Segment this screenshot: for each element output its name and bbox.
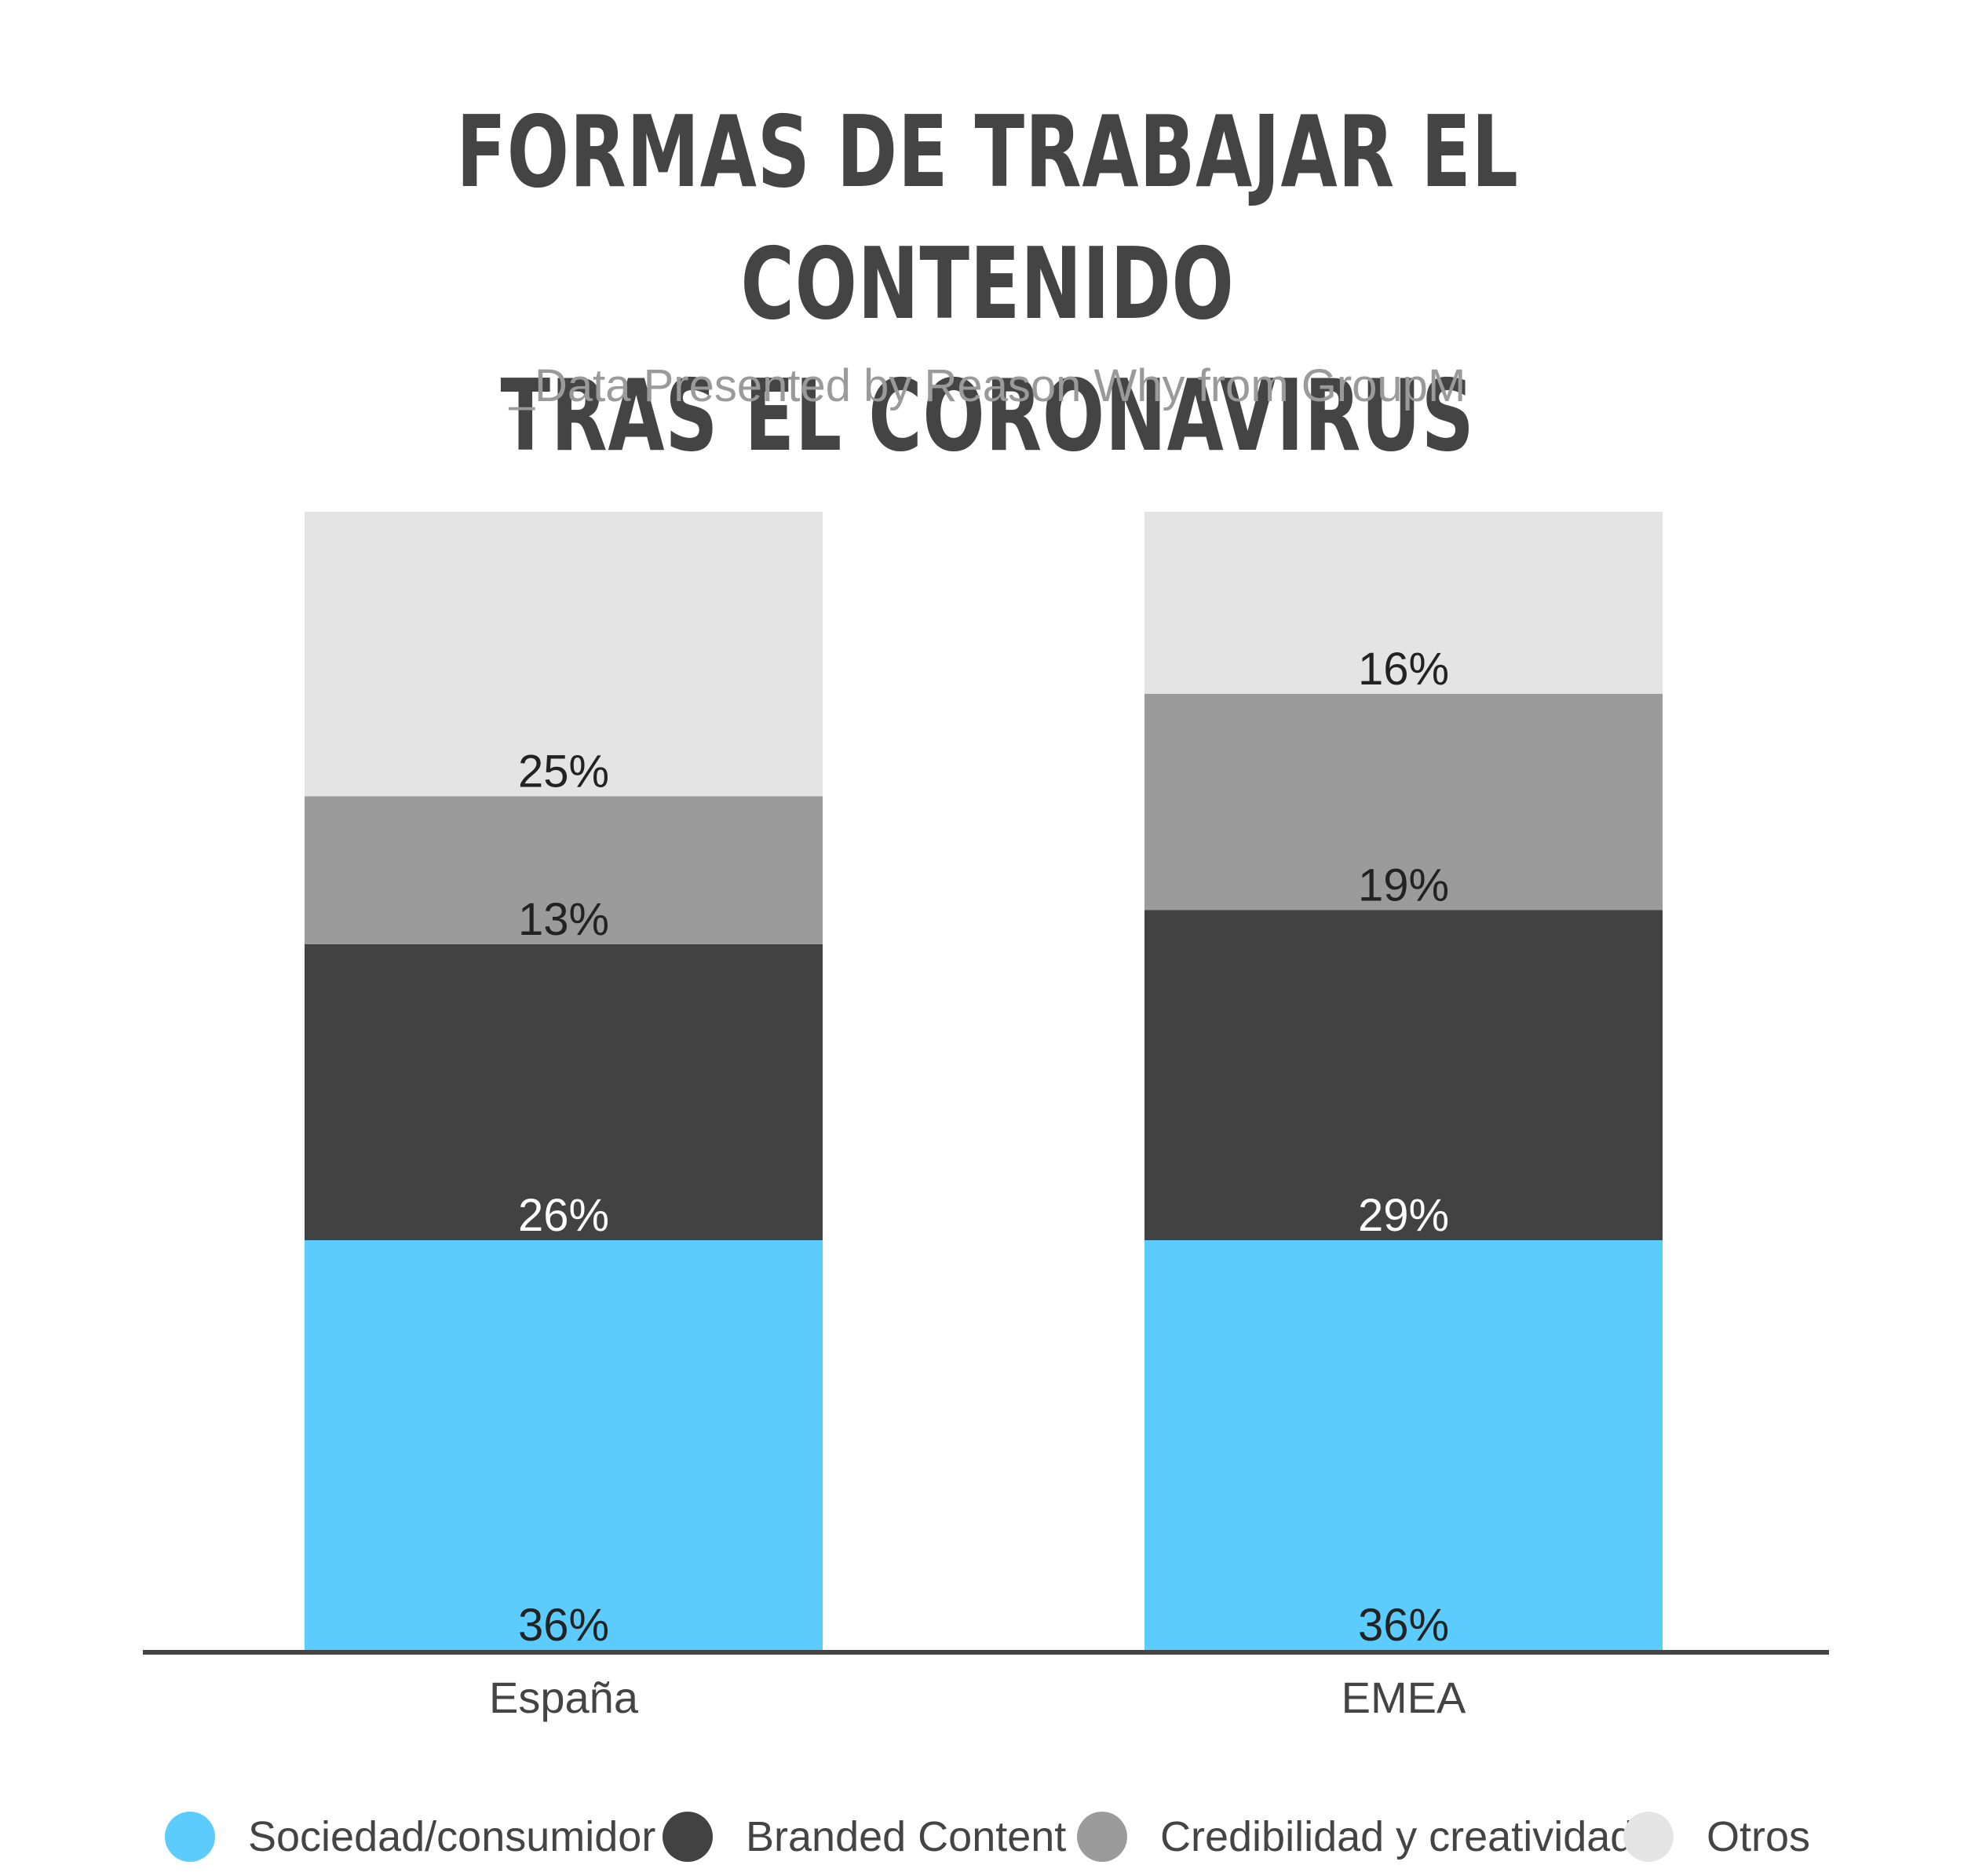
legend-swatch-sociedad-consumidor: [165, 1812, 215, 1862]
legend-swatch-otros: [1623, 1812, 1674, 1862]
data-label-espana-credibilidad-creatividad: 13%: [518, 894, 609, 945]
legend-item-sociedad-consumidor: Sociedad/consumidor: [165, 1798, 655, 1876]
bar-segment-emea-branded-content: [1144, 910, 1663, 1240]
bar-segment-emea-credibilidad-creatividad: [1144, 694, 1663, 911]
bar-segment-espana-otros: [305, 512, 823, 797]
category-label-emea: EMEA: [1342, 1673, 1466, 1722]
chart-title-line-2: TRAS EL CORONAVIRUS: [500, 358, 1475, 473]
data-label-emea-sociedad-consumidor: 36%: [1358, 1600, 1449, 1651]
data-label-espana-sociedad-consumidor: 36%: [518, 1600, 609, 1651]
legend-item-branded-content: Branded Content: [663, 1798, 1066, 1876]
bar-segment-espana-branded-content: [305, 944, 823, 1240]
chart-title-line-1: FORMAS DE TRABAJAR EL CONTENIDO: [456, 94, 1519, 341]
chart-title: FORMAS DE TRABAJAR EL CONTENIDO TRAS EL …: [257, 86, 1718, 482]
chart-subtitle: _Data Presented by Reason Why from Group…: [509, 360, 1466, 411]
legend-label-credibilidad-creatividad: Credibilidad y creatividad: [1160, 1813, 1634, 1860]
bar-segment-espana-credibilidad-creatividad: [305, 796, 823, 944]
data-label-emea-branded-content: 29%: [1358, 1190, 1449, 1241]
chart-legend: Sociedad/consumidor Branded Content Cred…: [0, 1798, 1975, 1876]
bar-segment-emea-sociedad-consumidor: [1144, 1240, 1663, 1650]
legend-swatch-branded-content: [663, 1812, 713, 1862]
data-label-emea-credibilidad-creatividad: 19%: [1358, 860, 1449, 911]
legend-label-branded-content: Branded Content: [746, 1813, 1067, 1860]
legend-item-credibilidad-creatividad: Credibilidad y creatividad: [1077, 1798, 1634, 1876]
data-label-espana-branded-content: 26%: [518, 1190, 609, 1241]
legend-label-sociedad-consumidor: Sociedad/consumidor: [248, 1813, 656, 1860]
legend-swatch-credibilidad-creatividad: [1077, 1812, 1127, 1862]
legend-label-otros: Otros: [1707, 1813, 1811, 1860]
data-label-espana-otros: 25%: [518, 746, 609, 797]
category-label-espana: España: [489, 1673, 639, 1722]
bar-segment-emea-otros: [1144, 512, 1663, 694]
bar-segment-espana-sociedad-consumidor: [305, 1240, 823, 1650]
data-label-emea-otros: 16%: [1358, 644, 1449, 695]
legend-item-otros: Otros: [1623, 1798, 1810, 1876]
